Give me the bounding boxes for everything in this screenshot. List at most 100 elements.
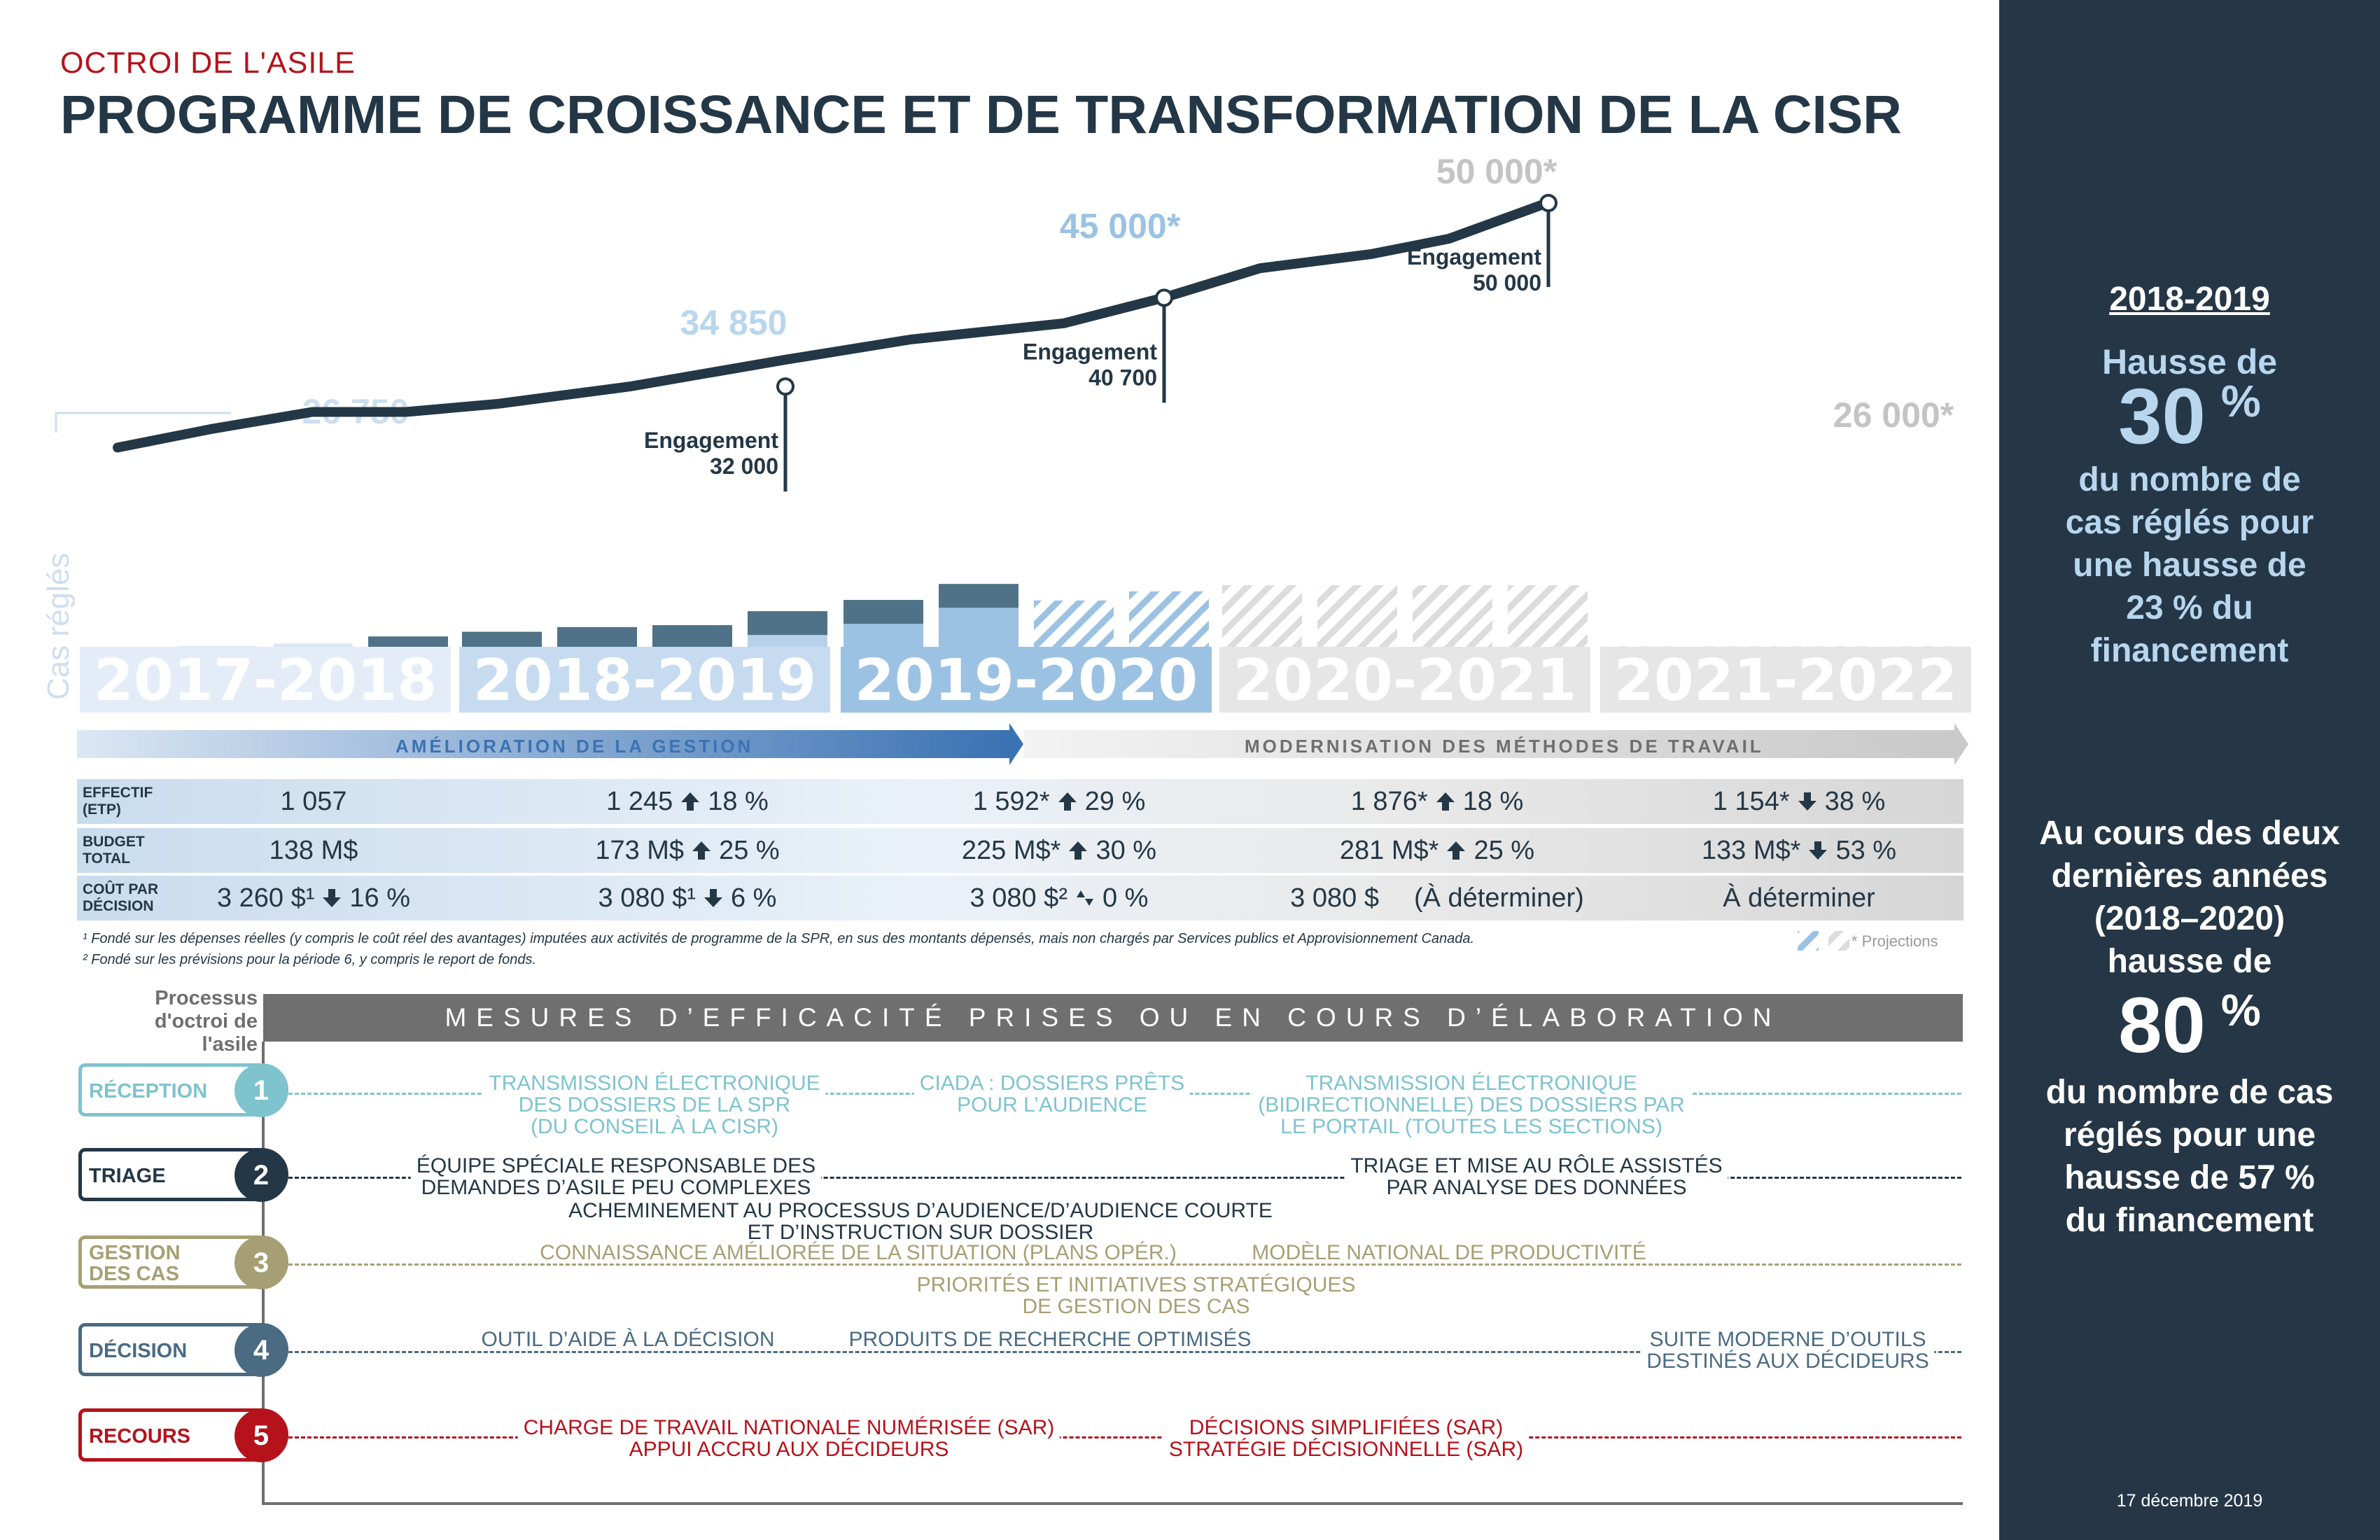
cell-value: 173 M$ — [595, 836, 685, 865]
year-total-2018-2019: 34 850 — [680, 303, 788, 342]
table-row: 138 M$ 173 M$ 25 % 225 M$* 30 % 281 M$* 25 % 13… — [77, 828, 1963, 873]
measure-item: ÉQUIPE SPÉCIALE RESPONSABLE DES DEMANDES… — [410, 1155, 822, 1198]
sidebar-pct1: % — [2220, 376, 2261, 426]
table-cell: 3 260 $¹ 16 % — [153, 876, 475, 920]
stage-label: RECOURS — [89, 1425, 191, 1448]
engagement-value: 32 000 — [710, 454, 778, 479]
table-cell: 1 876* 18 % — [1276, 779, 1598, 824]
measure-item: TRANSMISSION ÉLECTRONIQUE (BIDIRECTIONNE… — [1252, 1072, 1690, 1138]
arrow-down-icon — [321, 878, 342, 907]
table-row: 3 260 $¹ 16 % 3 080 $¹ 6 % 3 080 $² 0 % 3 080 … — [77, 876, 1963, 920]
page-subtitle: OCTROI DE L'ASILE — [60, 46, 356, 80]
table-cell: 3 080 $² 0 % — [898, 876, 1220, 920]
sidebar-date: 17 décembre 2019 — [2116, 1491, 2263, 1511]
engagement-dot — [1155, 288, 1173, 307]
bar-cap-2018-2019-4 — [748, 611, 827, 636]
cell-value: 1 154* — [1712, 787, 1790, 816]
measure-item: CONNAISSANCE AMÉLIORÉE DE LA SITUATION (… — [534, 1242, 1182, 1264]
year-panel-2018-2019 — [459, 647, 830, 713]
table-cell: 1 592* 29 % — [898, 779, 1220, 824]
arrow-up-icon — [691, 830, 712, 860]
table-row: 1 057 1 245 18 % 1 592* 29 % 1 876* 18 % 1 154*… — [77, 779, 1963, 824]
stage-number: 3 — [234, 1236, 288, 1289]
year-total-2020-2021: 50 000* — [1436, 152, 1558, 191]
phase-right-label: MODERNISATION DES MÉTHODES DE TRAVAIL — [1245, 736, 1764, 757]
engagement-value: 50 000 — [1473, 270, 1541, 295]
stage-number: 2 — [234, 1149, 288, 1202]
measure-item: CIADA : DOSSIERS PRÊTS POUR L’AUDIENCE — [913, 1072, 1191, 1116]
sidebar-big1: 30 — [2118, 372, 2206, 460]
table-row-label: BUDGET TOTAL — [83, 834, 145, 867]
trend-polyline — [113, 198, 1552, 453]
measure-item: OUTIL D’AIDE À LA DÉCISION — [475, 1329, 780, 1350]
arrow-up-icon — [680, 781, 701, 811]
process-header-label: Processus d'octroi de l'asile — [154, 987, 258, 1056]
measure-item: TRANSMISSION ÉLECTRONIQUE DES DOSSIERS D… — [483, 1072, 826, 1138]
year-total-2019-2020: 45 000* — [1060, 206, 1181, 246]
cell-pct: 30 % — [1096, 836, 1157, 865]
phase-arrow-left-icon — [1009, 723, 1023, 765]
sidebar-big2: 80 — [2118, 981, 2206, 1069]
cell-pct: 18 % — [1462, 787, 1524, 816]
cell-pct: (À déterminer) — [1413, 883, 1584, 913]
stage-label: TRIAGE — [89, 1165, 166, 1187]
engagement-value: 40 700 — [1088, 365, 1157, 390]
sidebar-pct2: % — [2220, 985, 2261, 1035]
year-label: 2017-2018 — [94, 648, 437, 714]
sidebar-big1-wrap: 30% — [1999, 371, 2380, 460]
measure-item: ACHEMINEMENT AU PROCESSUS D’AUDIENCE/D’A… — [563, 1200, 1278, 1243]
measures-banner: MESURES D’EFFICACITÉ PRISES OU EN COURS … — [263, 994, 1963, 1042]
arrow-updown-icon — [1074, 878, 1096, 906]
year-panel-2017-2018 — [80, 647, 451, 713]
table-cell: 3 080 $¹ 6 % — [526, 876, 848, 920]
stage-pill: RÉCEPTION 1 — [78, 1063, 288, 1117]
engagement-label: Engagement — [644, 428, 778, 453]
cell-pct: 16 % — [349, 883, 411, 913]
measure-item: TRIAGE ET MISE AU RÔLE ASSISTÉS PAR ANAL… — [1345, 1155, 1728, 1198]
stage-label: DÉCISION — [89, 1340, 188, 1362]
phase-bar-right — [1023, 730, 1954, 758]
bar-cap-2018-2019-3 — [652, 625, 732, 650]
sidebar-line2: du nombre de cas réglés pour une hausse … — [2065, 461, 2314, 669]
arrow-up-icon — [1057, 781, 1078, 811]
projection-legend-label: * Projections — [1851, 932, 1938, 950]
table-cell: 1 154* 38 % — [1638, 779, 1960, 824]
measure-item: DÉCISIONS SIMPLIFIÉES (SAR) STRATÉGIE DÉ… — [1163, 1417, 1530, 1460]
stage-label: RÉCEPTION — [89, 1080, 208, 1102]
arrow-down-icon — [703, 878, 724, 907]
sidebar-year: 2018-2019 — [2109, 281, 2270, 318]
year-label: 2019-2020 — [855, 648, 1198, 714]
table-cell: 138 M$ — [153, 828, 475, 873]
cell-pct: 6 % — [730, 883, 777, 913]
stage-pill: TRIAGE 2 — [78, 1148, 288, 1202]
table-row-label: COÛT PAR DÉCISION — [83, 881, 159, 914]
year-label: 2021-2022 — [1614, 648, 1957, 714]
year-label: 2018-2019 — [473, 648, 816, 714]
stage-connector-line — [288, 1351, 1961, 1353]
measure-item: CHARGE DE TRAVAIL NATIONALE NUMÉRISÉE (S… — [517, 1417, 1060, 1460]
stage-number: 5 — [234, 1409, 288, 1462]
phase-arrows: AMÉLIORATION DE LA GESTION MODERNISATION… — [77, 723, 1968, 765]
measure-item: SUITE MODERNE D’OUTILS DESTINÉS AUX DÉCI… — [1641, 1329, 1935, 1372]
sidebar — [1999, 0, 2380, 1540]
year-panel-2020-2021 — [1219, 647, 1590, 713]
cell-value: 225 M$* — [961, 836, 1061, 865]
stage-number: 4 — [234, 1324, 288, 1377]
year-panels: 2017-2018 2018-2019 2019-2020 2020-2021 2021… — [80, 647, 1971, 714]
stage-connector-line — [288, 1436, 1961, 1438]
cell-value: 138 M$ — [269, 836, 358, 865]
stage-pill: GESTION DES CAS 3 — [78, 1236, 288, 1289]
measure-item: PRODUITS DE RECHERCHE OPTIMISÉS — [843, 1329, 1257, 1350]
stage-connector-line — [288, 1177, 1961, 1179]
table-row-label: EFFECTIF (ETP) — [83, 785, 153, 818]
table-cell: 1 245 18 % — [526, 779, 848, 824]
cell-value: 1 876* — [1350, 787, 1428, 816]
arrow-up-icon — [1435, 781, 1456, 811]
cell-value: 3 260 $¹ — [216, 883, 315, 913]
cell-value: 3 080 $¹ — [598, 883, 696, 913]
table-cell: 1 057 — [153, 779, 475, 824]
stage-pill: DÉCISION 4 — [78, 1323, 288, 1377]
table-cell: À déterminer — [1638, 876, 1960, 920]
process-bottom-rule — [262, 1502, 1963, 1505]
